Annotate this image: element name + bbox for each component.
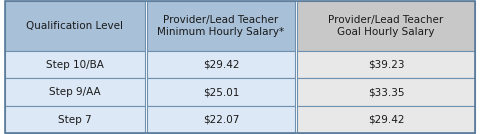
Bar	[147, 79, 295, 106]
Text: Provider/Lead Teacher
Minimum Hourly Salary*: Provider/Lead Teacher Minimum Hourly Sal…	[157, 15, 285, 37]
Bar	[147, 1, 295, 51]
Text: Step 10/BA: Step 10/BA	[46, 60, 104, 70]
Bar	[147, 106, 295, 133]
Bar	[5, 1, 145, 51]
Bar	[5, 79, 145, 106]
Bar	[297, 106, 475, 133]
Bar	[297, 1, 475, 51]
Text: Qualification Level: Qualification Level	[26, 21, 123, 31]
Bar	[5, 106, 145, 133]
Text: Step 9/AA: Step 9/AA	[49, 87, 101, 97]
Text: $29.42: $29.42	[203, 60, 239, 70]
Text: Step 7: Step 7	[58, 115, 92, 125]
Bar	[5, 51, 145, 79]
Bar	[297, 79, 475, 106]
Text: $33.35: $33.35	[368, 87, 404, 97]
Text: Provider/Lead Teacher
Goal Hourly Salary: Provider/Lead Teacher Goal Hourly Salary	[328, 15, 444, 37]
Bar	[297, 51, 475, 79]
Text: $25.01: $25.01	[203, 87, 239, 97]
Text: $39.23: $39.23	[368, 60, 404, 70]
Text: $29.42: $29.42	[368, 115, 404, 125]
Text: $22.07: $22.07	[203, 115, 239, 125]
Bar	[147, 51, 295, 79]
